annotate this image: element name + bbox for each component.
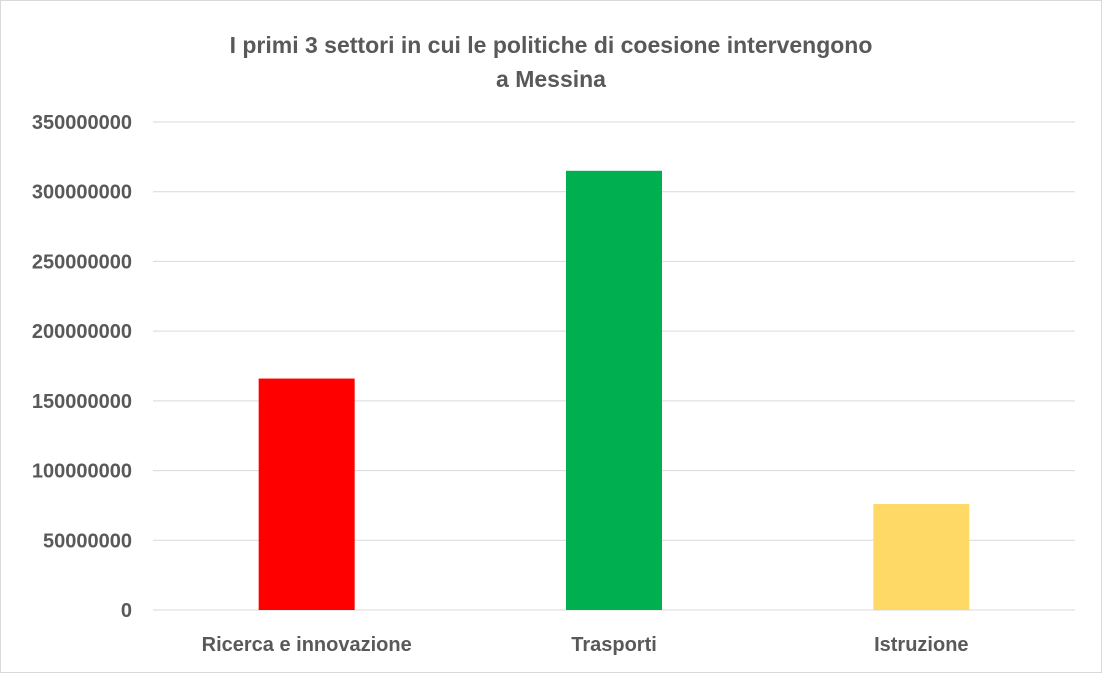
x-category-label: Istruzione (874, 634, 968, 656)
x-category-label: Ricerca e innovazione (202, 634, 412, 656)
chart-title-line-1: I primi 3 settori in cui le politiche di… (229, 32, 873, 58)
y-tick-label: 100000000 (32, 461, 132, 483)
bar (566, 170, 662, 611)
y-tick-label: 200000000 (32, 321, 132, 343)
chart-title-line-2: a Messina (496, 66, 606, 92)
y-tick-label: 250000000 (32, 251, 132, 273)
y-tick-label: 0 (121, 600, 132, 622)
x-category-label: Trasporti (571, 634, 657, 656)
x-axis: Ricerca e innovazione Trasporti Istruzione (202, 634, 969, 656)
y-axis: 0 50000000 100000000 150000000 200000000 2500… (32, 112, 132, 622)
y-tick-label: 300000000 (32, 182, 132, 204)
y-tick-label: 150000000 (32, 391, 132, 413)
bars (258, 170, 970, 611)
y-tick-label: 350000000 (32, 112, 132, 134)
bar (258, 378, 355, 610)
bar (873, 504, 970, 610)
chart-title: I primi 3 settori in cui le politiche di… (0, 28, 1102, 96)
y-tick-label: 50000000 (43, 530, 132, 552)
